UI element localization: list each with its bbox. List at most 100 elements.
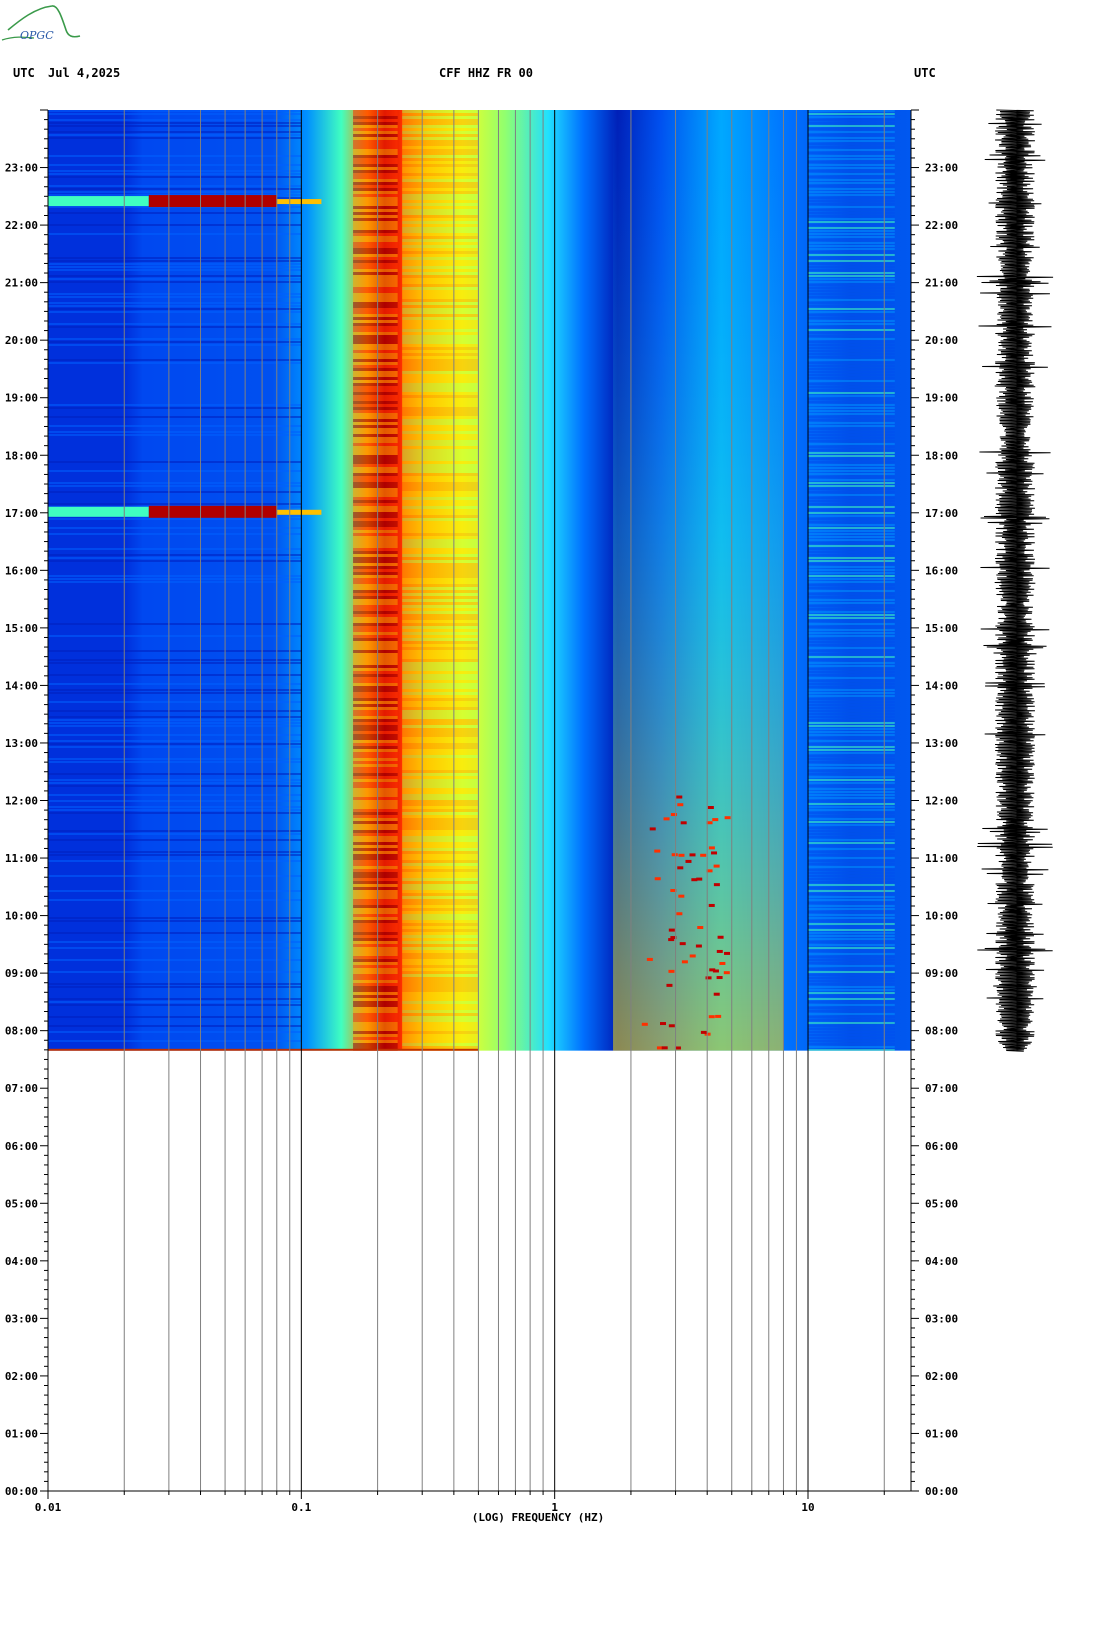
row-cell (402, 188, 479, 191)
row-cell (353, 629, 398, 632)
row-cell (353, 608, 398, 611)
row-cell (402, 656, 479, 659)
row-cell (48, 725, 302, 727)
row-cell (808, 566, 895, 568)
row-cell (808, 275, 895, 277)
row-cell (353, 431, 398, 434)
row-cell (353, 581, 398, 584)
row-cell (353, 380, 398, 383)
row-cell (402, 671, 479, 674)
row-cell (353, 857, 398, 860)
row-cell (48, 941, 302, 943)
row-cell (353, 209, 398, 212)
row-cell (402, 452, 479, 455)
row-cell (353, 167, 398, 170)
hot-spot (707, 806, 714, 810)
row-cell (353, 584, 398, 587)
row-cell (402, 575, 479, 578)
row-cell (808, 935, 895, 937)
row-cell (353, 632, 398, 635)
row-cell (353, 755, 398, 758)
row-cell (353, 176, 398, 179)
row-cell (353, 542, 398, 545)
row-cell (353, 818, 398, 821)
y-tick-label-left: 16:00 (5, 564, 38, 577)
row-cell (402, 701, 479, 704)
row-cell (808, 1034, 895, 1036)
row-cell (48, 683, 302, 685)
row-cell (808, 569, 895, 571)
row-cell (353, 713, 398, 716)
row-cell (402, 950, 479, 953)
row-cell (402, 581, 479, 584)
row-cell (353, 1043, 398, 1046)
row-cell (808, 986, 895, 988)
hot-spot (706, 869, 713, 873)
row-cell (402, 449, 479, 452)
row-cell (808, 167, 895, 169)
row-cell (353, 512, 398, 515)
row-cell (353, 848, 398, 851)
hot-spot (724, 951, 731, 955)
row-cell (402, 992, 479, 995)
row-cell (402, 764, 479, 767)
row-cell (402, 434, 479, 437)
row-cell (808, 203, 895, 205)
row-cell (402, 122, 479, 125)
row-cell (402, 824, 479, 827)
row-cell (402, 725, 479, 728)
row-cell (402, 314, 479, 317)
hot-spot (696, 877, 703, 881)
row-cell (402, 230, 479, 233)
row-cell (402, 590, 479, 593)
row-cell (808, 371, 895, 373)
row-cell (353, 863, 398, 866)
hot-spot (719, 961, 726, 965)
row-cell (808, 563, 895, 565)
row-cell (808, 572, 895, 574)
row-cell (808, 539, 895, 541)
row-cell (353, 575, 398, 578)
row-cell (48, 812, 302, 814)
row-cell (808, 716, 895, 718)
row-cell (353, 650, 398, 653)
y-tick-label-right: 11:00 (925, 852, 958, 865)
row-cell (402, 110, 479, 113)
row-cell (402, 398, 479, 401)
row-cell (48, 890, 302, 892)
row-cell (402, 170, 479, 173)
row-cell (402, 197, 479, 200)
row-cell (353, 185, 398, 188)
row-cell (402, 1031, 479, 1034)
row-cell (402, 599, 479, 602)
row-cell (353, 350, 398, 353)
row-cell (353, 710, 398, 713)
row-cell (48, 311, 302, 313)
row-cell (808, 626, 895, 628)
row-cell (353, 794, 398, 797)
row-cell (808, 137, 895, 139)
row-cell (48, 185, 302, 187)
row-cell (808, 872, 895, 874)
row-cell (402, 710, 479, 713)
row-cell (48, 830, 302, 832)
row-cell (353, 683, 398, 686)
row-cell (402, 716, 479, 719)
frequency-gridlines (47, 110, 885, 1491)
row-cell (808, 683, 895, 685)
row-cell (353, 266, 398, 269)
row-cell (48, 794, 302, 796)
row-cell (808, 593, 895, 595)
row-cell (808, 365, 895, 367)
row-cell (353, 293, 398, 296)
row-cell (48, 809, 302, 811)
row-cell (402, 1034, 479, 1037)
row-cell (402, 572, 479, 575)
row-cell (353, 923, 398, 926)
row-cell (353, 152, 398, 155)
row-cell (353, 362, 398, 365)
row-cell (402, 827, 479, 830)
row-cell (353, 455, 398, 458)
row-cell (353, 359, 398, 362)
row-cell (353, 911, 398, 914)
